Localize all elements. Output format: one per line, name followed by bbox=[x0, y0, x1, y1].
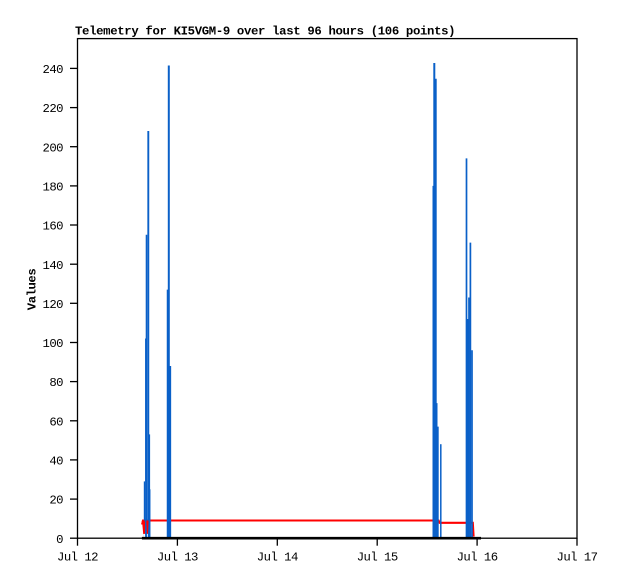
svg-text:Telemetry for KI5VGM-9 over la: Telemetry for KI5VGM-9 over last 96 hour… bbox=[75, 25, 455, 39]
svg-text:Values: Values bbox=[26, 269, 40, 311]
svg-text:220: 220 bbox=[43, 102, 64, 116]
svg-text:80: 80 bbox=[49, 376, 63, 390]
svg-text:160: 160 bbox=[43, 220, 64, 234]
svg-text:140: 140 bbox=[43, 259, 64, 273]
svg-text:120: 120 bbox=[43, 298, 64, 312]
svg-text:Jul 15: Jul 15 bbox=[357, 551, 398, 565]
svg-text:Jul 17: Jul 17 bbox=[557, 551, 598, 565]
svg-text:100: 100 bbox=[43, 337, 64, 351]
svg-text:180: 180 bbox=[43, 181, 64, 195]
svg-text:Jul 12: Jul 12 bbox=[57, 551, 98, 565]
svg-text:Jul 13: Jul 13 bbox=[157, 551, 198, 565]
svg-text:200: 200 bbox=[43, 141, 64, 155]
svg-text:0: 0 bbox=[56, 533, 63, 547]
svg-text:40: 40 bbox=[49, 455, 63, 469]
svg-text:Jul 16: Jul 16 bbox=[457, 551, 498, 565]
svg-text:20: 20 bbox=[49, 494, 63, 508]
svg-text:60: 60 bbox=[49, 415, 63, 429]
svg-text:Jul 14: Jul 14 bbox=[257, 551, 298, 565]
svg-text:240: 240 bbox=[43, 63, 64, 77]
